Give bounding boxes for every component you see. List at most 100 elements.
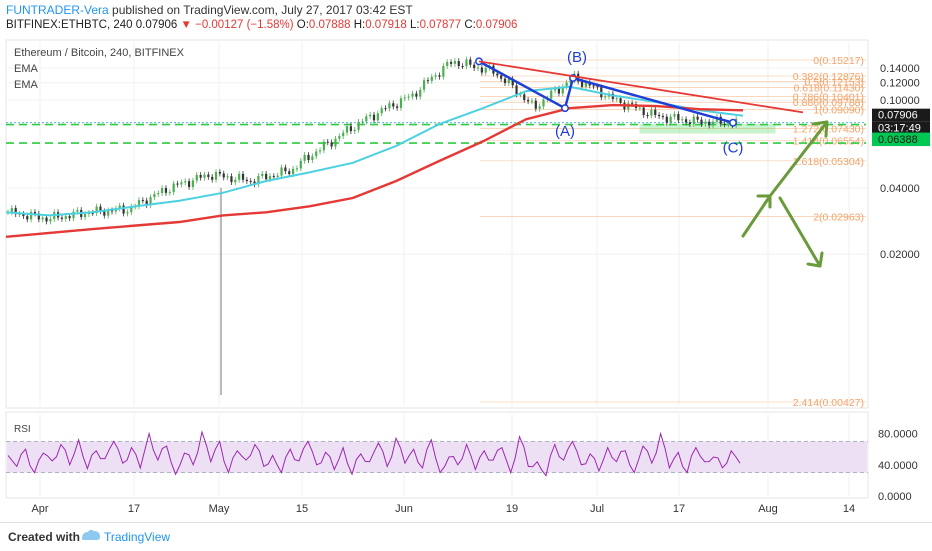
open-label: O: [296, 19, 309, 31]
candle-body [415, 93, 418, 97]
pattern-point[interactable] [561, 104, 569, 113]
candle-body [442, 65, 445, 77]
candle-body [299, 160, 302, 169]
candle-body [203, 174, 206, 178]
candle-body [349, 126, 352, 132]
candle-body [580, 81, 584, 87]
arrow-down-head [806, 251, 824, 268]
support-lines[interactable] [6, 122, 866, 144]
candle-body [519, 94, 522, 96]
candle-body [696, 116, 699, 120]
candle-body [91, 212, 94, 214]
author-link[interactable]: FUNTRADER-Vera [6, 3, 109, 17]
legend-ema-2: EMA [14, 79, 39, 91]
close-label: C: [464, 19, 476, 31]
publish-line: FUNTRADER-Vera published on TradingView.… [6, 3, 413, 17]
candle-body [214, 172, 218, 180]
candle-body [584, 82, 587, 87]
candle-body [615, 98, 618, 100]
fib-retracement[interactable]: 0(0.15217) 0.382(0.12876)0.5(0.12153)0.61… [480, 55, 866, 409]
rsi-line [7, 430, 741, 477]
time-axis-label: 14 [843, 503, 855, 515]
fib-level-label: 1.272(0.07430) [793, 124, 864, 136]
candle-body [303, 154, 306, 161]
candle-body [357, 121, 360, 130]
created-with-label: Created with [8, 530, 81, 544]
candle-body [249, 181, 252, 183]
candle-body [261, 173, 264, 176]
pattern-label: (C) [723, 140, 744, 157]
candle-body [665, 116, 668, 123]
candle-body [64, 216, 67, 219]
candle-body [218, 172, 221, 174]
candle-body [307, 154, 310, 161]
fib-level-label: 1(0.09090) [813, 104, 864, 116]
time-axis-label: Jun [395, 503, 413, 515]
pattern-point[interactable] [729, 118, 737, 127]
candle-body [657, 114, 661, 117]
candle-body [83, 214, 87, 218]
candle-body [49, 219, 52, 222]
candle-body [723, 123, 726, 125]
symbol-label: BITFINEX:ETHBTC, 240 [6, 19, 133, 31]
candle-body [369, 114, 372, 117]
candle-body [557, 88, 561, 94]
candle-body [407, 96, 410, 98]
candle-body [99, 206, 102, 212]
price-axis-label: 0.12000 [880, 78, 920, 90]
down-arrow-icon: ▼ [180, 19, 192, 31]
price-tag-bg [872, 108, 930, 122]
price-axis-label: 0.10000 [880, 95, 920, 107]
resistance-trendline[interactable] [478, 60, 804, 114]
price-tag-label: 0.07906 [878, 110, 918, 122]
price-axis[interactable]: 0.14000 0.12000 0.10000 0.04000 0.02000 80.00… [872, 63, 930, 503]
price-axis-label: 0.02000 [880, 249, 920, 261]
candle-body [211, 176, 214, 180]
arrow-up-2-shaft [768, 120, 829, 198]
candle-body [222, 173, 225, 178]
candle-body [642, 107, 645, 116]
support-zone[interactable] [639, 124, 776, 134]
time-axis-label: Aug [758, 503, 778, 515]
candle-body [646, 115, 649, 117]
candle-body [334, 138, 337, 147]
candle-body [176, 183, 179, 185]
abc-pattern-line[interactable] [478, 60, 734, 124]
candle-body [403, 97, 406, 99]
candle-body [677, 114, 680, 121]
candle-body [527, 99, 530, 102]
candle-body [330, 142, 333, 147]
arrow-down-shaft [778, 196, 822, 268]
candle-body [473, 64, 476, 69]
main-pane[interactable] [5, 39, 869, 409]
last-price: 0.07906 [135, 19, 178, 31]
candle-body [457, 61, 460, 67]
candle-body [681, 119, 684, 121]
candle-body [342, 132, 345, 137]
abc-pattern[interactable]: (A) (B) (C) [475, 49, 829, 268]
candle-body [45, 217, 48, 222]
candle-body [372, 114, 376, 121]
candle-body [180, 182, 183, 185]
fib-level-label: 0.618(0.11430) [794, 82, 864, 94]
candle-body [265, 173, 268, 180]
candle-body [661, 116, 665, 118]
arrow-up-2-head [811, 120, 829, 138]
publish-info: published on TradingView.com, July 27, 2… [108, 3, 413, 17]
candle-body [673, 114, 676, 117]
candle-body [234, 179, 237, 183]
candle-body [396, 106, 399, 108]
candle-body [95, 206, 98, 214]
rsi-band [7, 441, 867, 473]
candle-body [137, 200, 141, 207]
tradingview-logo-icon[interactable] [80, 527, 102, 543]
candle-body [692, 116, 695, 125]
candle-body [103, 211, 106, 216]
price-axis-label: 0.14000 [880, 63, 920, 75]
candle-body [253, 181, 256, 185]
tradingview-brand-link[interactable]: TradingView [104, 530, 171, 544]
time-axis[interactable]: Apr 17 May 15 Jun 19 Jul 17 Aug 14 [31, 503, 855, 515]
candle-body [72, 211, 75, 219]
candle-body [438, 75, 441, 77]
candle-body [388, 103, 391, 109]
